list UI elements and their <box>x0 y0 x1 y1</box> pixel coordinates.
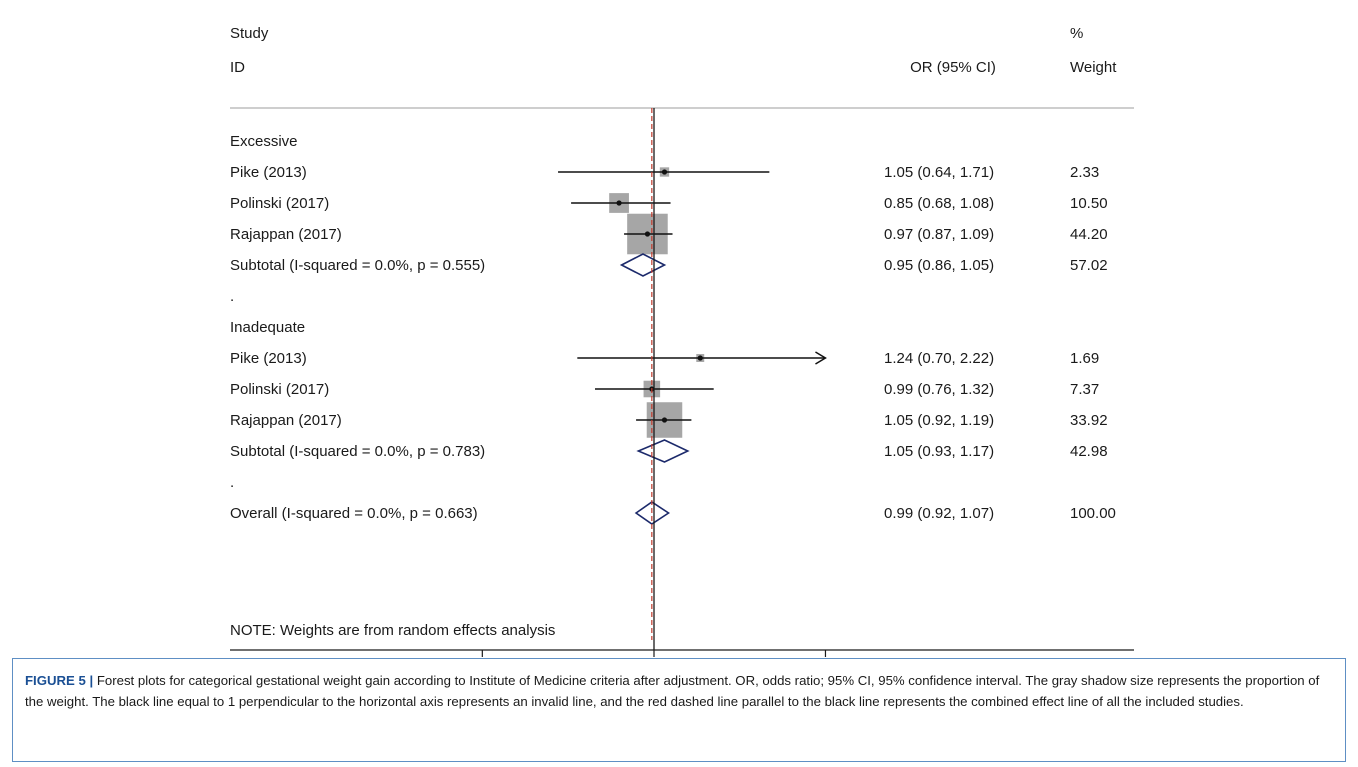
point-estimate <box>616 200 622 206</box>
forest-rows: Excessive Pike (2013) 1.05 (0.64, 1.71) 2.3… <box>230 133 1116 525</box>
forest-row-subtotal: Overall (I-squared = 0.0%, p = 0.663) 0.9… <box>230 501 1116 525</box>
table-headers: Study ID % OR (95% CI) Weight <box>230 25 1117 76</box>
forest-row-spacer: . <box>230 288 234 305</box>
header-effect: OR (95% CI) <box>910 59 996 76</box>
weight-value: 100.00 <box>1070 505 1116 522</box>
forest-row-study: Polinski (2017) 0.99 (0.76, 1.32) 7.37 <box>230 380 1099 398</box>
weight-value: 10.50 <box>1070 195 1108 212</box>
study-label: Polinski (2017) <box>230 381 329 398</box>
caption-label: FIGURE 5 | <box>25 673 94 688</box>
or-ci-value: 1.24 (0.70, 2.22) <box>884 350 994 367</box>
weights-note: NOTE: Weights are from random effects an… <box>230 622 555 639</box>
pooled-diamond <box>634 501 671 525</box>
study-label: Polinski (2017) <box>230 195 329 212</box>
header-study-id: ID <box>230 59 245 76</box>
figure-caption: FIGURE 5 | Forest plots for categorical … <box>12 658 1346 762</box>
forest-plot: Study ID % OR (95% CI) Weight Excessive P… <box>230 25 1134 657</box>
study-label: Rajappan (2017) <box>230 412 342 429</box>
weight-value: 42.98 <box>1070 443 1108 460</box>
spacer-label: . <box>230 474 234 491</box>
subtotal-label: Subtotal (I-squared = 0.0%, p = 0.555) <box>230 257 485 274</box>
or-ci-value: 1.05 (0.92, 1.19) <box>884 412 994 429</box>
subtotal-label: Overall (I-squared = 0.0%, p = 0.663) <box>230 505 478 522</box>
weight-value: 57.02 <box>1070 257 1108 274</box>
forest-row-subtotal: Subtotal (I-squared = 0.0%, p = 0.555) 0.… <box>230 253 1108 277</box>
pooled-diamond <box>636 439 690 463</box>
forest-row-study: Pike (2013) 1.05 (0.64, 1.71) 2.33 <box>230 164 1099 181</box>
or-ci-value: 0.85 (0.68, 1.08) <box>884 195 994 212</box>
weight-value: 44.20 <box>1070 226 1108 243</box>
weight-value: 1.69 <box>1070 350 1099 367</box>
or-ci-value: 0.95 (0.86, 1.05) <box>884 257 994 274</box>
weight-value: 2.33 <box>1070 164 1099 181</box>
spacer-label: . <box>230 288 234 305</box>
x-axis-ticks: .4512.22 <box>481 650 827 657</box>
point-estimate <box>661 169 668 175</box>
forest-row-study: Rajappan (2017) 1.05 (0.92, 1.19) 33.92 <box>230 402 1108 438</box>
header-weight: Weight <box>1070 59 1117 76</box>
or-ci-value: 1.05 (0.93, 1.17) <box>884 443 994 460</box>
or-ci-value: 0.99 (0.92, 1.07) <box>884 505 994 522</box>
caption-text: Forest plots for categorical gestational… <box>25 673 1320 709</box>
pooled-diamond <box>619 253 667 277</box>
study-label: Rajappan (2017) <box>230 226 342 243</box>
study-label: Pike (2013) <box>230 350 307 367</box>
group-label: Excessive <box>230 133 298 150</box>
point-estimate <box>644 231 651 237</box>
group-label: Inadequate <box>230 319 305 336</box>
ci-arrow <box>815 351 827 365</box>
or-ci-value: 0.97 (0.87, 1.09) <box>884 226 994 243</box>
or-ci-value: 1.05 (0.64, 1.71) <box>884 164 994 181</box>
weight-value: 7.37 <box>1070 381 1099 398</box>
study-label: Pike (2013) <box>230 164 307 181</box>
forest-row-spacer: . <box>230 474 234 491</box>
forest-row-group: Excessive <box>230 133 298 150</box>
forest-row-study: Polinski (2017) 0.85 (0.68, 1.08) 10.50 <box>230 193 1108 213</box>
weight-value: 33.92 <box>1070 412 1108 429</box>
point-estimate <box>661 417 668 423</box>
subtotal-label: Subtotal (I-squared = 0.0%, p = 0.783) <box>230 443 485 460</box>
forest-row-subtotal: Subtotal (I-squared = 0.0%, p = 0.783) 1.… <box>230 439 1108 463</box>
forest-row-group: Inadequate <box>230 319 305 336</box>
or-ci-value: 0.99 (0.76, 1.32) <box>884 381 994 398</box>
forest-row-study: Rajappan (2017) 0.97 (0.87, 1.09) 44.20 <box>230 213 1108 255</box>
header-study-top: Study <box>230 25 269 42</box>
reference-lines <box>651 108 655 650</box>
point-estimate <box>697 355 703 361</box>
forest-row-study: Pike (2013) 1.24 (0.70, 2.22) 1.69 <box>230 350 1099 367</box>
header-weight-top: % <box>1070 25 1083 42</box>
